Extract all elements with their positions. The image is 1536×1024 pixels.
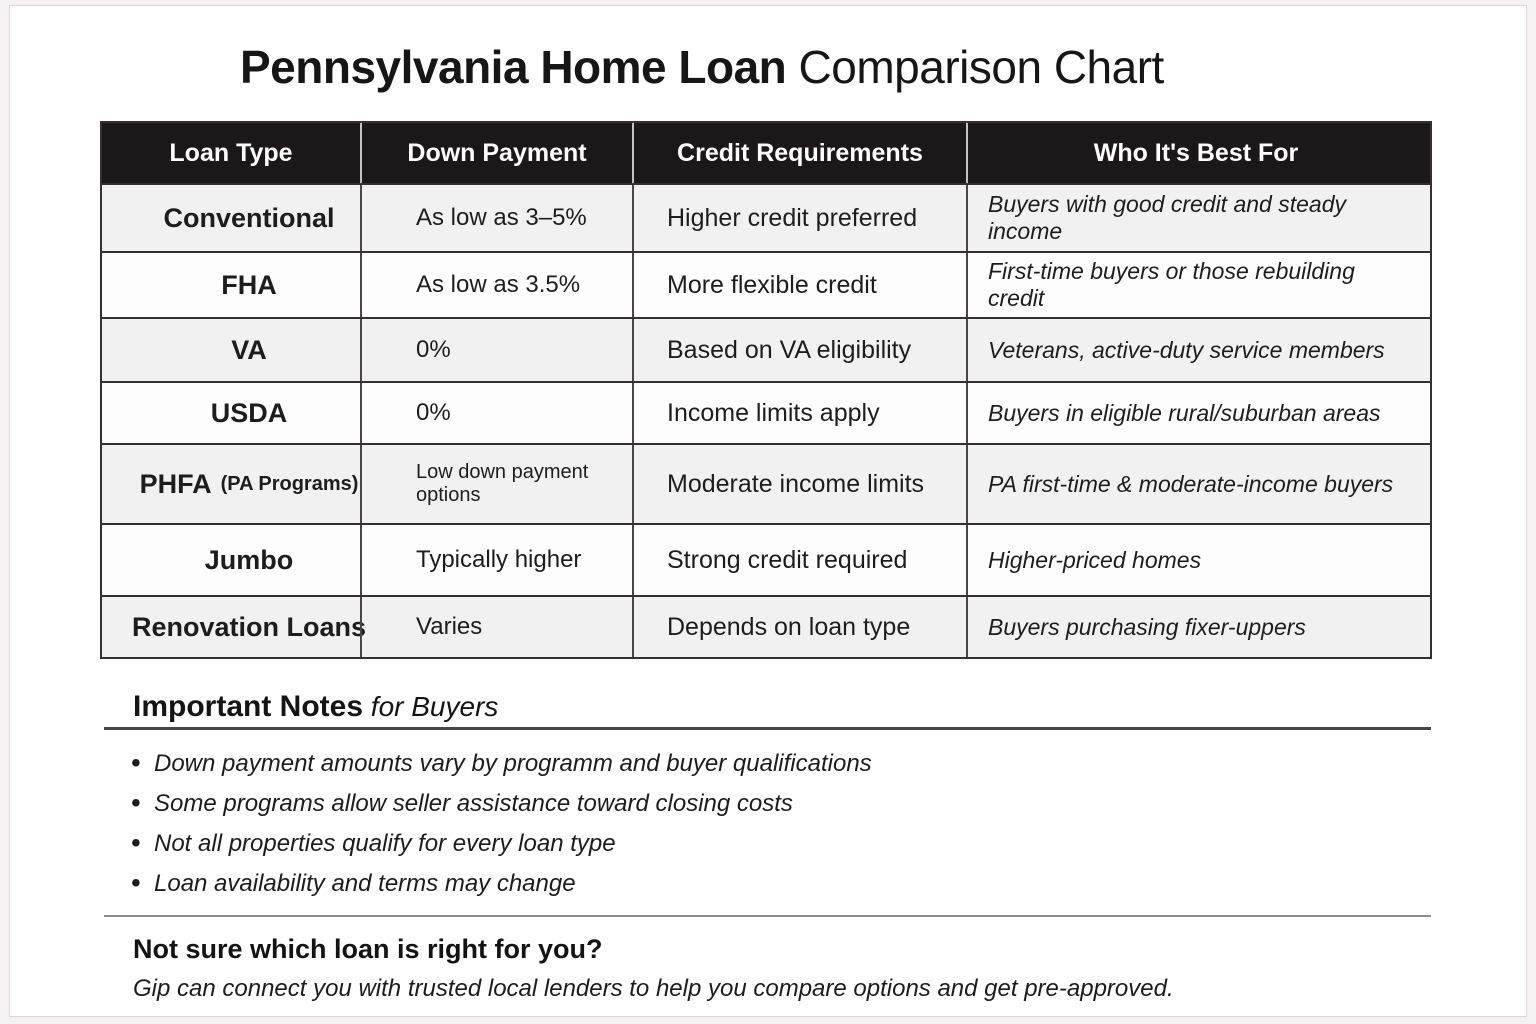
column-header-down-payment: Down Payment	[360, 123, 632, 183]
loan-type-name: USDA	[210, 397, 288, 428]
cell-credit-requirements: Income limits apply	[632, 383, 966, 443]
column-header-loan-type: Loan Type	[169, 138, 293, 167]
best-for-value: Buyers in eligible rural/suburban areas	[988, 399, 1381, 426]
down-payment-value: As low as 3–5%	[416, 203, 587, 231]
note-bullet: Some programs allow seller assistance to…	[131, 784, 872, 824]
column-header-best-for: Who It's Best For	[966, 123, 1424, 183]
page-title: Pennsylvania Home Loan Comparison Chart	[240, 40, 1164, 94]
footer-heading: Not sure which loan is right for you?	[133, 934, 603, 964]
loan-comparison-table: Loan Type Down Payment Credit Requiremen…	[100, 121, 1432, 659]
note-bullet: Not all properties qualify for every loa…	[131, 824, 872, 864]
cell-loan-type: FHA	[102, 253, 360, 317]
cell-best-for: Buyers in eligible rural/suburban areas	[966, 383, 1424, 443]
table-row: VA 0% Based on VA eligibility Veterans, …	[102, 317, 1430, 381]
table-row: PHFA (PA Programs) Low down payment opti…	[102, 443, 1430, 523]
best-for-value: Higher-priced homes	[988, 546, 1202, 573]
table-header-row: Loan Type Down Payment Credit Requiremen…	[102, 123, 1430, 183]
cell-best-for: Higher-priced homes	[966, 525, 1424, 595]
credit-requirements-value: Moderate income limits	[667, 469, 925, 498]
page-title-regular: Comparison Chart	[786, 41, 1165, 93]
down-payment-value: Typically higher	[416, 545, 582, 573]
column-header-credit-requirements: Credit Requirements	[632, 123, 966, 183]
notes-heading: Important Notes for Buyers	[133, 690, 498, 724]
cell-credit-requirements: Depends on loan type	[632, 597, 966, 657]
loan-type-name: FHA	[221, 269, 277, 300]
cell-loan-type: Conventional	[102, 185, 360, 251]
table-row: Renovation Loans Varies Depends on loan …	[102, 595, 1430, 657]
table-row: Conventional As low as 3–5% Higher credi…	[102, 183, 1430, 251]
cell-best-for: First-time buyers or those rebuilding cr…	[966, 253, 1424, 317]
cell-loan-type: Renovation Loans	[102, 597, 366, 657]
page-title-bold: Pennsylvania Home Loan	[240, 41, 787, 93]
loan-type-name: VA	[231, 334, 267, 365]
loan-type-name: Jumbo	[204, 544, 294, 575]
table-row: FHA As low as 3.5% More flexible credit …	[102, 251, 1430, 317]
cell-best-for: PA first-time & moderate-income buyers	[966, 445, 1424, 523]
cell-credit-requirements: More flexible credit	[632, 253, 966, 317]
table-row: USDA 0% Income limits apply Buyers in el…	[102, 381, 1430, 443]
down-payment-value: 0%	[416, 335, 451, 363]
credit-requirements-value: More flexible credit	[667, 270, 877, 299]
down-payment-value: Varies	[416, 612, 483, 640]
loan-type-name: PHFA	[139, 468, 212, 499]
best-for-value: Buyers with good credit and steady incom…	[988, 191, 1346, 244]
cell-down-payment: Varies	[360, 597, 632, 657]
best-for-value: Buyers purchasing fixer-uppers	[988, 613, 1306, 640]
cell-down-payment: As low as 3–5%	[360, 185, 632, 251]
cell-credit-requirements: Strong credit required	[632, 525, 966, 595]
footer-text: Gip can connect you with trusted local l…	[133, 975, 1174, 1002]
note-bullet: Loan availability and terms may change	[131, 864, 872, 904]
loan-type-suffix: (PA Programs)	[220, 472, 359, 495]
cell-down-payment: 0%	[360, 383, 632, 443]
best-for-value: Veterans, active-duty service members	[988, 336, 1385, 363]
down-payment-value: Low down payment options	[416, 461, 589, 506]
notes-heading-bold: Important Notes	[133, 690, 364, 723]
cell-down-payment: As low as 3.5%	[360, 253, 632, 317]
table-row: Jumbo Typically higher Strong credit req…	[102, 523, 1430, 595]
down-payment-value: As low as 3.5%	[416, 270, 581, 298]
cell-down-payment: 0%	[360, 319, 632, 381]
cell-best-for: Veterans, active-duty service members	[966, 319, 1424, 381]
cell-credit-requirements: Based on VA eligibility	[632, 319, 966, 381]
loan-type-name: Renovation Loans	[131, 611, 367, 642]
table-body: Conventional As low as 3–5% Higher credi…	[102, 183, 1430, 657]
loan-type-name: Conventional	[163, 202, 335, 233]
best-for-value: First-time buyers or those rebuilding cr…	[988, 258, 1355, 311]
credit-requirements-value: Strong credit required	[667, 545, 908, 574]
cell-credit-requirements: Higher credit preferred	[632, 185, 966, 251]
cell-loan-type: USDA	[102, 383, 360, 443]
note-bullet: Down payment amounts vary by programm an…	[131, 744, 872, 784]
best-for-value: PA first-time & moderate-income buyers	[988, 470, 1394, 497]
cell-loan-type: VA	[102, 319, 360, 381]
cell-down-payment: Low down payment options	[360, 445, 632, 523]
down-payment-value: 0%	[416, 398, 451, 426]
cell-loan-type: Jumbo	[102, 525, 360, 595]
credit-requirements-value: Higher credit preferred	[667, 203, 918, 232]
credit-requirements-value: Income limits apply	[667, 398, 880, 427]
footer-divider	[104, 915, 1431, 917]
cell-credit-requirements: Moderate income limits	[632, 445, 966, 523]
notes-bullet-list: Down payment amounts vary by programm an…	[131, 744, 872, 904]
notes-heading-italic: for Buyers	[363, 691, 499, 722]
notes-divider	[104, 727, 1431, 730]
cell-best-for: Buyers with good credit and steady incom…	[966, 185, 1424, 251]
credit-requirements-value: Depends on loan type	[667, 612, 911, 641]
cell-best-for: Buyers purchasing fixer-uppers	[966, 597, 1424, 657]
cell-down-payment: Typically higher	[360, 525, 632, 595]
credit-requirements-value: Based on VA eligibility	[667, 335, 912, 364]
cell-loan-type: PHFA (PA Programs)	[102, 445, 360, 523]
